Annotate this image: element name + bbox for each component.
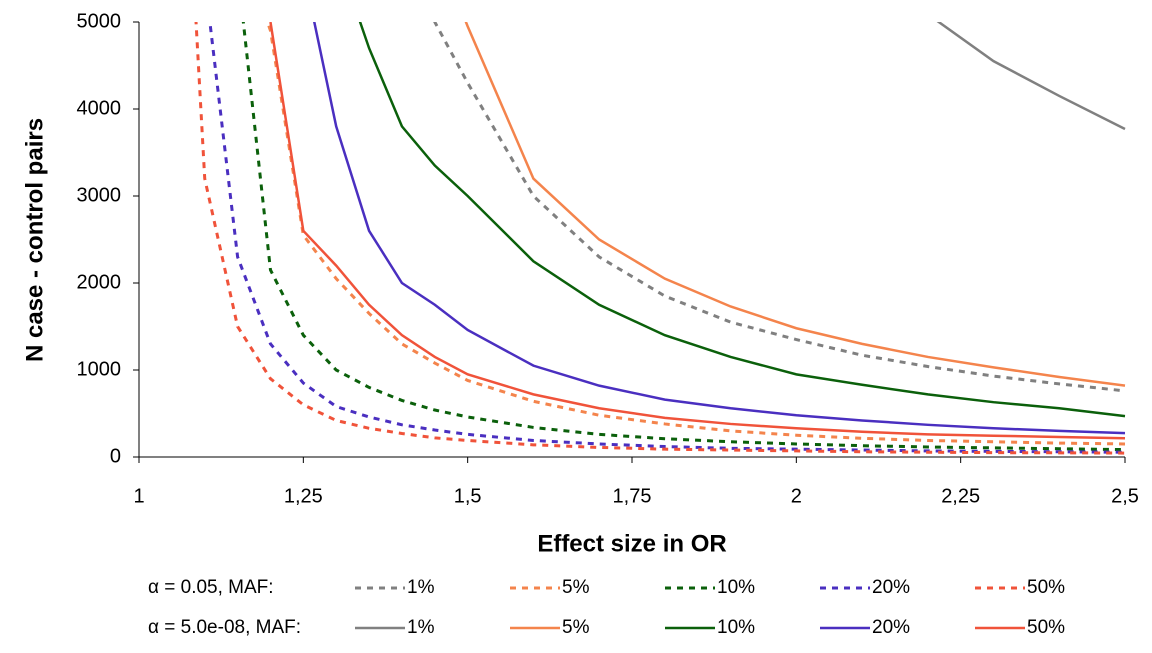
series-line	[313, 22, 1126, 435]
legend-label: 1%	[407, 617, 435, 638]
y-tick-label: 2000	[77, 271, 122, 293]
legend-row-label: α = 0.05, MAF:	[148, 577, 274, 598]
series-line	[208, 22, 1126, 454]
series-line	[358, 22, 1126, 418]
legend-label: 10%	[717, 617, 755, 638]
y-tick-label: 0	[110, 445, 121, 467]
x-tick-label: 1,75	[613, 485, 652, 507]
x-tick-label: 1,5	[454, 485, 482, 507]
legend-row-label: α = 5.0e-08, MAF:	[148, 617, 301, 638]
legend-label: 5%	[562, 577, 590, 598]
y-tick-label: 1000	[77, 358, 122, 380]
series-line	[936, 22, 1126, 131]
plot-area	[194, 22, 1126, 455]
series-line	[433, 22, 1126, 393]
legend-label: 1%	[407, 577, 435, 598]
series-line	[241, 22, 1126, 452]
legend-label: 50%	[1027, 577, 1065, 598]
legend-label: 50%	[1027, 617, 1065, 638]
x-tick-label: 2,25	[941, 485, 980, 507]
legend-label: 5%	[562, 617, 590, 638]
x-axis-title: Effect size in OR	[537, 530, 726, 557]
x-tick-label: 2	[791, 485, 802, 507]
series-line	[269, 22, 1126, 440]
series-line	[464, 22, 1126, 387]
legend-label: 20%	[872, 617, 910, 638]
series-line	[265, 22, 1126, 446]
x-tick-label: 2,5	[1111, 485, 1139, 507]
series-line	[194, 22, 1126, 455]
y-axis-title: N case - control pairs	[21, 118, 48, 362]
y-tick-label: 5000	[77, 10, 122, 32]
x-tick-label: 1	[133, 485, 144, 507]
y-tick-label: 4000	[77, 97, 122, 119]
legend-label: 20%	[872, 577, 910, 598]
y-tick-label: 3000	[77, 184, 122, 206]
x-tick-label: 1,25	[284, 485, 323, 507]
legend-label: 10%	[717, 577, 755, 598]
